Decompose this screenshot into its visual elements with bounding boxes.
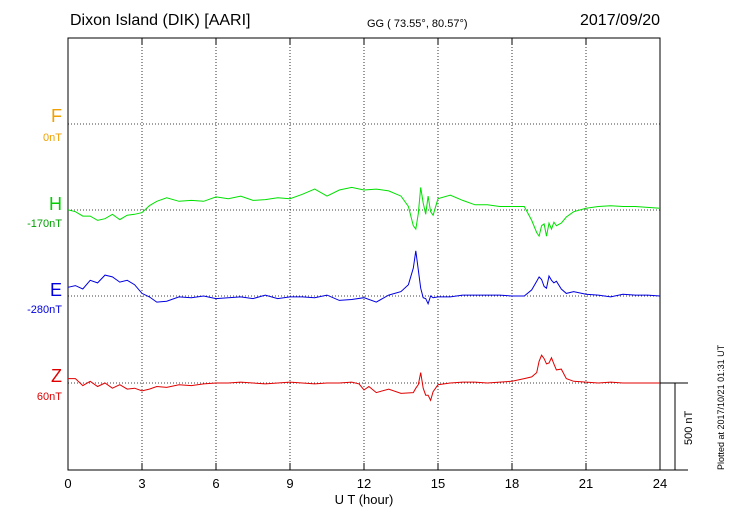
scale-bar (660, 382, 688, 471)
x-axis-label: U T (hour) (335, 492, 394, 507)
station-title: Dixon Island (DIK) [AARI] (70, 12, 251, 29)
series-baseline-z: 60nT (36, 391, 62, 403)
x-tick-label: 15 (431, 476, 445, 491)
series-baseline-e: -280nT (27, 304, 62, 316)
x-tick-label: 0 (64, 476, 71, 491)
x-tick-label: 24 (653, 476, 667, 491)
series-label-z: Z (51, 366, 62, 386)
grid-lines (68, 38, 660, 470)
x-tick-label: 21 (579, 476, 593, 491)
chart-date: 2017/09/20 (580, 12, 661, 29)
plotted-timestamp: Plotted at 2017/10/21 01:31 UT (716, 344, 726, 470)
tick-group: 0 3 6 9 12 15 18 21 24 (64, 38, 667, 491)
series-line-e (67, 250, 661, 306)
series-group (67, 186, 661, 402)
series-baseline-f: 0nT (43, 132, 62, 144)
x-tick-label: 12 (357, 476, 371, 491)
series-label-e: E (49, 280, 62, 300)
station-coordinates: GG ( 73.55°, 80.57°) (367, 18, 468, 30)
series-line-z (68, 354, 660, 402)
x-tick-label: 9 (286, 476, 293, 491)
series-line-h (67, 186, 661, 238)
x-tick-label: 6 (212, 476, 219, 491)
series-label-h: H (49, 194, 62, 214)
scale-bar-label: 500 nT (683, 410, 695, 445)
series-baseline-h: -170nT (27, 218, 62, 230)
x-tick-label: 18 (505, 476, 519, 491)
series-label-f: F (51, 106, 62, 126)
x-tick-label: 3 (138, 476, 145, 491)
